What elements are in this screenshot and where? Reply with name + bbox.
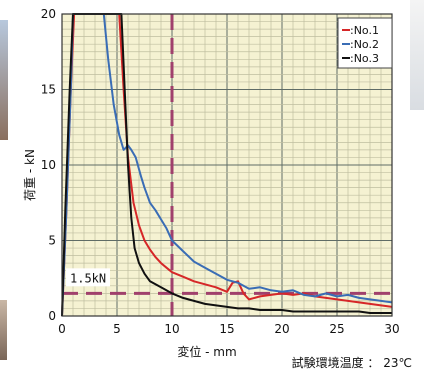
x-tick-label: 15 bbox=[219, 322, 234, 336]
legend-label: :No.1 bbox=[350, 24, 379, 37]
cropped-photo-edge bbox=[0, 300, 7, 360]
series-line-2 bbox=[61, 13, 393, 317]
y-tick-label: 0 bbox=[48, 309, 56, 323]
test-temperature-note: 試験環境温度 ： 23℃ bbox=[292, 355, 412, 370]
y-tick-label: 20 bbox=[41, 7, 56, 21]
x-tick-label: 20 bbox=[274, 322, 289, 336]
y-tick-label: 5 bbox=[48, 234, 56, 248]
y-tick-label: 10 bbox=[41, 158, 56, 172]
threshold-label: 1.5kN bbox=[70, 271, 106, 285]
legend: :No.1:No.2:No.3 bbox=[337, 17, 393, 69]
cropped-photo-edge bbox=[0, 20, 8, 140]
x-tick-label: 30 bbox=[384, 322, 399, 336]
x-tick-label: 10 bbox=[164, 322, 179, 336]
legend-label: :No.3 bbox=[350, 52, 379, 65]
y-tick-label: 15 bbox=[41, 83, 56, 97]
x-tick-labels: 0 5 10 15 20 25 30 bbox=[58, 322, 399, 336]
y-axis-label: 荷重 - kN bbox=[23, 149, 37, 201]
threshold-label-box bbox=[66, 268, 110, 287]
x-tick-label: 0 bbox=[58, 322, 66, 336]
series-lines bbox=[61, 13, 393, 317]
cropped-photo-edge bbox=[410, 0, 424, 110]
y-tick-labels: 0 5 10 15 20 bbox=[41, 7, 56, 323]
reference-lines bbox=[62, 14, 392, 316]
plot-frame bbox=[61, 13, 393, 317]
x-tick-label: 25 bbox=[329, 322, 344, 336]
legend-label: :No.2 bbox=[350, 38, 379, 51]
series-line-3 bbox=[61, 13, 392, 317]
x-axis-label: 変位 - mm bbox=[177, 344, 236, 359]
x-tick-label: 5 bbox=[113, 322, 121, 336]
